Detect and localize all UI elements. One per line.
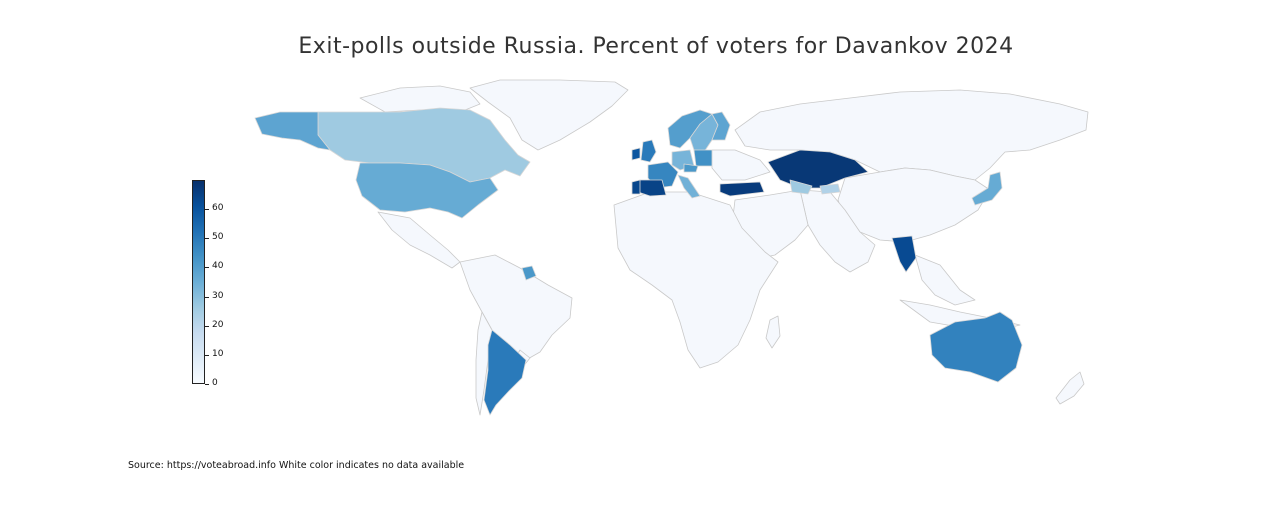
colorbar-tick: 20 xyxy=(205,320,223,330)
country-finland xyxy=(711,111,731,141)
country-canada-islands xyxy=(359,85,481,113)
colorbar-tick-label: 0 xyxy=(212,378,218,388)
colorbar-tick: 30 xyxy=(205,291,223,301)
country-poland xyxy=(693,149,713,167)
country-southeast-asia xyxy=(914,254,976,306)
country-alaska xyxy=(254,111,331,151)
country-south-asia xyxy=(799,189,876,273)
country-usa xyxy=(355,162,499,219)
colorbar-tick-label: 10 xyxy=(212,348,224,359)
colorbar-tick-label: 50 xyxy=(212,232,224,243)
source-note: Source: https://voteabroad.info White co… xyxy=(128,460,465,471)
country-australia xyxy=(929,311,1023,383)
country-ireland xyxy=(631,147,641,161)
colorbar-tick: 60 xyxy=(205,203,223,213)
country-central-america xyxy=(377,211,461,269)
colorbar-tick: 50 xyxy=(205,232,223,242)
country-czechia xyxy=(683,163,699,173)
country-japan xyxy=(971,171,1003,206)
colorbar-tick: 0 xyxy=(205,378,218,388)
colorbar-tick: 40 xyxy=(205,261,223,271)
country-madagascar xyxy=(765,315,781,349)
country-mongolia-china xyxy=(837,167,991,243)
colorbar-tick-label: 20 xyxy=(212,319,224,330)
country-argentina xyxy=(483,329,527,416)
country-kazakhstan xyxy=(767,149,869,189)
colorbar-tick-label: 40 xyxy=(212,261,224,272)
colorbar-tick-label: 30 xyxy=(212,290,224,301)
country-portugal xyxy=(631,179,641,195)
country-africa xyxy=(613,191,779,369)
country-suriname xyxy=(521,265,537,281)
country-italy xyxy=(677,174,701,199)
country-turkey xyxy=(719,181,765,197)
country-spain xyxy=(637,179,667,197)
country-uzbekistan xyxy=(789,179,813,195)
map-title: Exit-polls outside Russia. Percent of vo… xyxy=(298,34,1014,59)
colorbar-tick-label: 60 xyxy=(212,203,224,214)
colorbar xyxy=(192,180,205,384)
country-canada xyxy=(317,107,531,183)
country-uk xyxy=(640,139,657,163)
country-east-europe xyxy=(711,149,771,181)
colorbar-tick: 10 xyxy=(205,349,223,359)
country-greenland xyxy=(469,79,629,151)
country-kyrgyzstan xyxy=(819,183,841,195)
country-new-zealand xyxy=(1055,371,1085,405)
country-thailand xyxy=(891,235,917,273)
